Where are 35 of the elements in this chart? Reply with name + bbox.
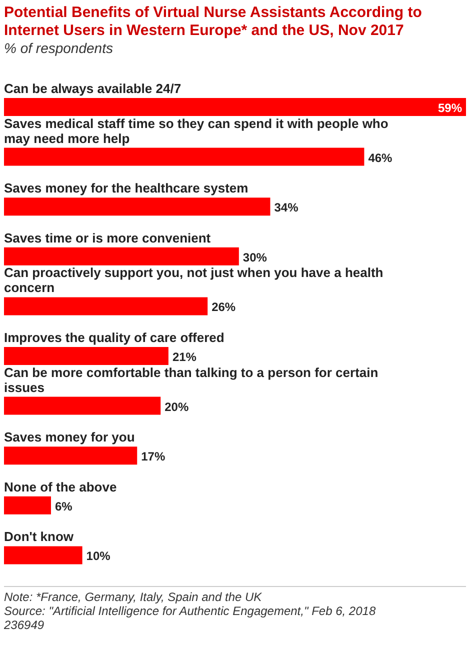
y-tick-label: Saves money for you	[4, 430, 135, 445]
text: 236949	[4, 618, 46, 632]
data-label: 6%	[54, 499, 73, 514]
y-tick-label: Saves time or is more convenient	[4, 230, 212, 246]
text: Note: *France, Germany, Italy, Spain and the UK	[4, 590, 263, 604]
bar	[4, 546, 82, 564]
data-label: 26%	[212, 300, 236, 314]
bar	[4, 297, 208, 316]
data-label: 34%	[274, 200, 299, 215]
data-label: 20%	[164, 400, 189, 414]
y-tick-label: Improves the quality of care offered	[4, 330, 224, 345]
y-tick-label: Saves money for the healthcare system	[4, 180, 248, 196]
source-note: Source: "Artificial Intelligence for Authentic Engagement," Feb 6, 2018	[4, 604, 377, 618]
y-tick-label: Don't know	[4, 529, 74, 544]
bar	[4, 148, 364, 166]
y-tick-label: Can proactively support you, not just when you have a health concern	[4, 265, 384, 296]
chart-title: Potential Benefits of Virtual Nurse Assistants According to Internet Users in Western Europe* and the US, Nov 2017	[4, 4, 423, 40]
bar	[4, 396, 161, 415]
chart-subtitle: % of respondents	[4, 40, 114, 56]
data-label: 10%	[86, 549, 111, 564]
data-label: 46%	[368, 150, 393, 165]
bar	[4, 247, 239, 266]
y-tick-label: Saves medical staff time so they can spend it with people who may need more help	[4, 116, 388, 146]
data-label: 17%	[141, 450, 166, 464]
data-label: 59%	[438, 101, 462, 115]
bar	[4, 198, 270, 216]
y-tick-label: None of the above	[4, 479, 117, 494]
bar	[4, 98, 466, 116]
y-tick-label: Can be always available 24/7	[4, 81, 182, 96]
bar	[4, 347, 168, 365]
y-tick-label: Can be more comfortable than talking to a person for certain issues	[4, 364, 378, 395]
bar	[4, 446, 138, 465]
data-label: 21%	[172, 350, 197, 364]
data-label: 30%	[242, 250, 268, 264]
bar	[4, 496, 51, 514]
